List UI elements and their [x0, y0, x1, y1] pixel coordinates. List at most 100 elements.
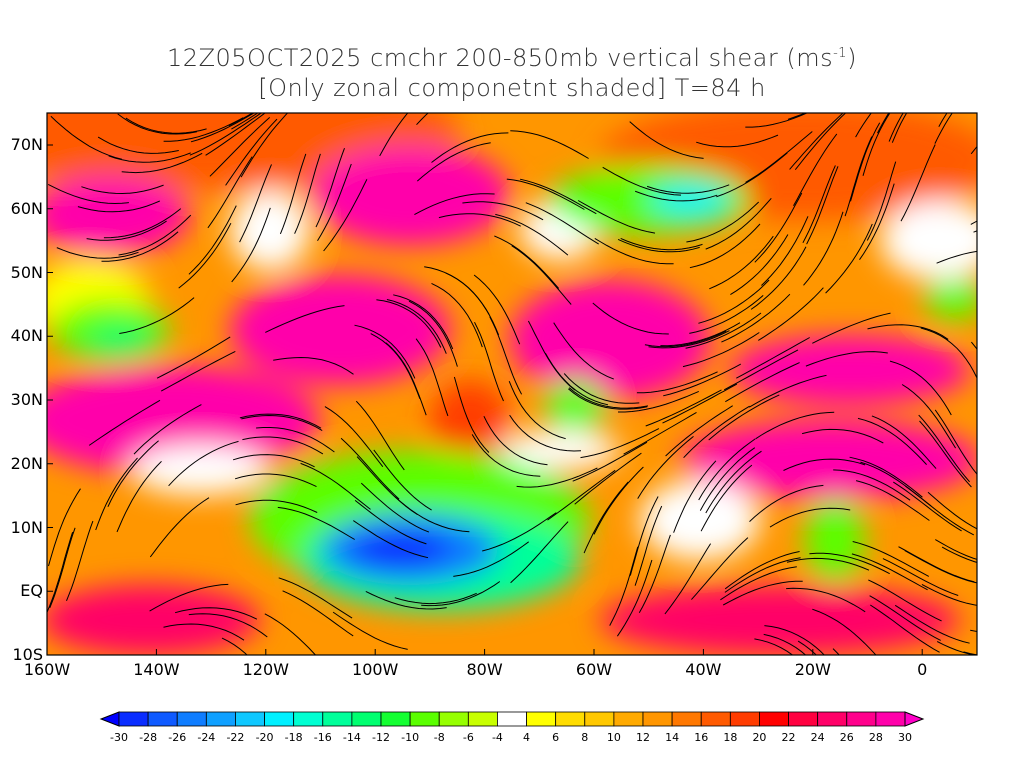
streamline: [660, 322, 741, 347]
streamline: [745, 113, 809, 128]
lat-label: 20N: [10, 453, 43, 473]
title-paren: ): [847, 44, 857, 72]
streamline: [332, 611, 408, 650]
colorbar-swatch: [700, 711, 731, 727]
streamline: [970, 145, 977, 155]
streamline: [47, 531, 74, 613]
lat-label: EQ: [20, 581, 43, 601]
streamline: [509, 414, 582, 452]
streamline: [634, 505, 663, 586]
streamline: [783, 458, 866, 471]
colorbar-swatch: [788, 711, 819, 727]
streamline: [282, 590, 354, 637]
colorbar-label: -18: [284, 731, 303, 744]
streamline: [125, 117, 207, 134]
streamline: [56, 247, 139, 259]
streamline: [265, 305, 345, 333]
colorbar-label: -16: [313, 731, 332, 744]
streamline: [416, 113, 429, 126]
streamline: [133, 404, 202, 455]
streamline: [927, 491, 977, 530]
colorbar-swatch: [438, 711, 469, 727]
streamline: [602, 166, 682, 196]
streamline: [273, 356, 354, 375]
streamline: [882, 558, 959, 596]
colorbar-label: -10: [401, 731, 420, 744]
colorbar-label: 18: [723, 731, 738, 744]
shade-region: [47, 365, 320, 475]
streamline: [209, 117, 271, 177]
streamline: [755, 411, 835, 440]
streamline: [568, 387, 649, 409]
streamline: [689, 223, 761, 269]
lon-label: 0: [917, 660, 928, 679]
streamline: [376, 299, 442, 348]
colorbar-swatch: [264, 711, 295, 727]
streamline: [689, 295, 764, 334]
streamline: [225, 118, 278, 186]
streamline: [857, 417, 927, 465]
streamline: [869, 595, 941, 641]
streamline: [844, 136, 873, 217]
colorbar-label: 16: [694, 731, 709, 744]
streamline: [809, 552, 890, 575]
streamline: [66, 520, 94, 601]
streamline: [812, 312, 891, 344]
streamline: [682, 332, 760, 368]
streamline: [324, 406, 384, 468]
streamline: [424, 266, 490, 316]
lon-label: 20W: [794, 660, 831, 679]
streamline: [634, 190, 718, 202]
colorbar-max-arrow: [904, 711, 925, 727]
streamline: [574, 452, 642, 505]
streamline: [973, 230, 977, 233]
colorbar-label: -6: [462, 731, 474, 744]
title-unit-superscript: -1: [833, 46, 848, 61]
streamline: [188, 205, 237, 275]
streamline: [508, 381, 566, 440]
streamline: [683, 405, 750, 459]
streamline: [86, 220, 167, 241]
shade-region: [640, 480, 760, 560]
streamline: [769, 507, 851, 528]
streamline: [323, 179, 368, 252]
lat-label: 30N: [10, 390, 43, 409]
streamline: [646, 184, 730, 194]
streamline: [355, 400, 405, 471]
streamline: [264, 613, 317, 655]
streamline: [48, 488, 81, 567]
streamline: [228, 113, 254, 127]
streamline: [620, 237, 703, 251]
shade-region: [90, 325, 150, 355]
lat-label: 50N: [10, 262, 43, 282]
colorbar-swatch: [205, 711, 236, 727]
streamline: [618, 390, 699, 413]
streamline: [891, 113, 908, 143]
streamline: [414, 193, 495, 216]
colorbar-label: 24: [810, 731, 825, 744]
streamline: [638, 534, 671, 614]
streamline: [462, 201, 544, 221]
chart-title-line2: [Only zonal componetnt shaded] T=84 h: [258, 74, 766, 102]
streamline: [471, 434, 541, 477]
streamline: [797, 640, 817, 655]
streamline: [506, 178, 585, 210]
streamline: [866, 161, 897, 241]
streamline: [764, 625, 825, 655]
streamline: [935, 539, 977, 560]
streamline: [644, 330, 727, 348]
streamline: [553, 322, 614, 380]
streamline: [970, 629, 977, 632]
streamline: [547, 469, 616, 521]
streamline: [50, 115, 123, 160]
streamline: [806, 166, 839, 245]
streamline: [189, 113, 262, 156]
shade-region: [880, 200, 977, 280]
streamline: [81, 184, 164, 195]
streamline: [77, 200, 160, 213]
streamline: [568, 388, 648, 410]
lon-label: 120W: [242, 660, 289, 679]
streamline: [482, 512, 557, 552]
streamline: [163, 117, 244, 142]
streamline: [163, 623, 245, 641]
